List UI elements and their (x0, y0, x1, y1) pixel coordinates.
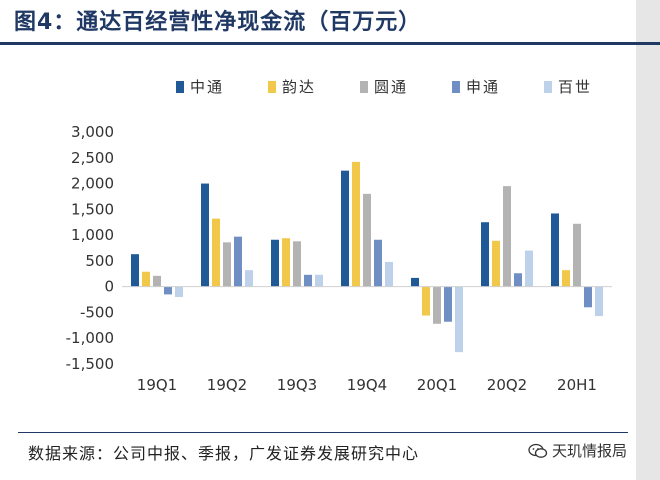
bar-20H1-百世 (595, 286, 603, 317)
bar-19Q4-圆通 (363, 193, 371, 287)
bar-19Q1-圆通 (153, 275, 161, 287)
x-tick-label: 19Q3 (277, 376, 317, 394)
legend-label-3: 圆通 (374, 78, 408, 96)
bar-19Q1-中通 (131, 254, 139, 287)
x-tick-label: 20Q1 (417, 376, 457, 394)
x-tick-label: 19Q2 (207, 376, 247, 394)
bar-19Q1-申通 (164, 286, 172, 295)
legend-label-1: 中通 (190, 78, 224, 96)
bar-20H1-中通 (551, 213, 559, 287)
y-tick-label: -1,000 (66, 329, 114, 347)
title-underline (0, 42, 660, 45)
bar-20Q2-中通 (481, 222, 489, 287)
bar-20Q1-韵达 (422, 286, 430, 316)
legend-label-2: 韵达 (282, 78, 316, 96)
bar-19Q1-百世 (175, 286, 183, 297)
bar-19Q2-圆通 (223, 242, 231, 287)
y-tick-label: 3,000 (71, 123, 114, 141)
watermark-text: 天玑情报局 (552, 442, 628, 460)
bar-19Q4-百世 (385, 261, 393, 287)
bar-19Q3-中通 (271, 239, 279, 287)
figure-title: 图4：通达百经营性净现金流（百万元） (14, 10, 422, 35)
y-tick-label: 2,500 (71, 149, 114, 167)
x-tick-label: 20Q2 (487, 376, 527, 394)
bar-20Q2-圆通 (503, 186, 511, 287)
bar-20H1-申通 (584, 286, 592, 308)
bar-20Q1-申通 (444, 286, 452, 322)
watermark: 天玑情报局 (528, 440, 627, 461)
x-tick-label: 19Q4 (347, 376, 387, 394)
x-tick-label: 20H1 (557, 376, 597, 394)
footer-divider (18, 432, 628, 433)
legend-swatch-1 (176, 81, 184, 93)
bar-20H1-圆通 (573, 223, 581, 287)
y-tick-label: 1,500 (71, 200, 114, 218)
bar-19Q4-中通 (341, 170, 349, 287)
legend-swatch-2 (268, 81, 276, 93)
bar-19Q3-百世 (315, 274, 323, 287)
bar-20Q1-百世 (455, 286, 463, 353)
y-tick-label: -500 (80, 303, 114, 321)
bar-chart: 中通 韵达 圆通 申通 百世 -1,500 -1,000 -500 0 500 1,000 1,500… (66, 78, 612, 394)
bar-19Q3-申通 (304, 274, 312, 287)
bar-20Q2-韵达 (492, 240, 500, 287)
bar-20Q2-百世 (525, 250, 533, 287)
source-note: 数据来源：公司中报、季报，广发证券发展研究中心 (28, 444, 420, 463)
legend-label-5: 百世 (558, 78, 592, 96)
legend-label-4: 申通 (466, 78, 500, 96)
bar-20H1-韵达 (562, 270, 570, 287)
legend-swatch-3 (360, 81, 368, 93)
bar-19Q1-韵达 (142, 271, 150, 287)
bar-19Q4-韵达 (352, 161, 360, 287)
y-tick-label: -1,500 (66, 355, 114, 373)
y-tick-label: 1,000 (71, 226, 114, 244)
bar-19Q2-中通 (201, 183, 209, 287)
bar-20Q2-申通 (514, 273, 522, 287)
bar-19Q4-申通 (374, 239, 382, 287)
bar-20Q1-中通 (411, 277, 419, 287)
x-tick-label: 19Q1 (137, 376, 177, 394)
y-tick-label: 2,000 (71, 175, 114, 193)
legend-swatch-5 (544, 81, 552, 93)
bar-19Q2-百世 (245, 270, 253, 287)
bar-19Q3-圆通 (293, 241, 301, 287)
bar-19Q2-申通 (234, 236, 242, 287)
legend-swatch-4 (452, 81, 460, 93)
bar-19Q2-韵达 (212, 218, 220, 287)
wechat-icon (528, 443, 548, 458)
y-tick-label: 500 (85, 252, 114, 270)
bar-20Q1-圆通 (433, 286, 441, 324)
bar-19Q3-韵达 (282, 238, 290, 287)
right-edge-shade (636, 0, 660, 480)
y-tick-label: 0 (104, 278, 114, 296)
